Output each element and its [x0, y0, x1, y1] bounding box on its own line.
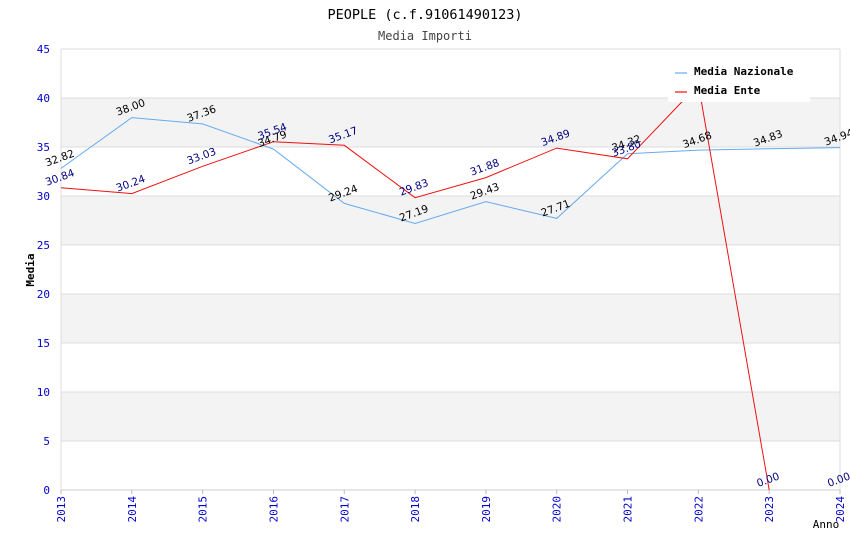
plot-band — [61, 98, 840, 147]
x-tick-label: 2021 — [622, 496, 635, 523]
y-tick-label: 30 — [37, 190, 50, 203]
x-tick-label: 2023 — [763, 496, 776, 523]
chart-subtitle: Media Importi — [378, 29, 472, 43]
x-axis-label: Anno — [813, 518, 840, 531]
x-tick-label: 2015 — [197, 496, 210, 523]
x-tick-labels: 2013 2014 2015 2016 2017 2018 2019 2020 2021 2022… — [55, 490, 847, 523]
y-tick-label: 25 — [37, 239, 50, 252]
series-lines — [60, 83, 841, 491]
y-tick-label: 45 — [37, 43, 50, 56]
legend-label-media-nazionale: Media Nazionale — [694, 65, 794, 78]
plot-bands — [61, 98, 840, 441]
legend-label-media-ente: Media Ente — [694, 84, 761, 97]
data-label: 30.84 — [44, 167, 77, 189]
data-label: 29.83 — [398, 177, 430, 199]
y-tick-label: 35 — [37, 141, 50, 154]
plot-band — [61, 392, 840, 441]
legend-box — [668, 58, 810, 102]
plot-band — [61, 294, 840, 343]
data-label: 31.88 — [469, 157, 501, 179]
data-label: 30.24 — [115, 173, 148, 195]
chart-title: PEOPLE (c.f.91061490123) — [327, 7, 522, 23]
x-tick-label: 2024 — [834, 496, 847, 523]
y-axis-label: Media — [24, 253, 37, 286]
data-label: 33.03 — [185, 146, 217, 168]
x-tick-label: 2019 — [480, 496, 493, 523]
series-line-media-ente — [60, 83, 770, 491]
plot-band — [61, 196, 840, 245]
x-tick-label: 2018 — [409, 496, 422, 523]
legend: Media Nazionale Media Ente — [668, 58, 810, 102]
x-tick-label: 2013 — [55, 496, 68, 523]
y-tick-label: 20 — [37, 288, 50, 301]
x-tick-label: 2020 — [551, 496, 564, 523]
grid-lines — [60, 48, 841, 491]
x-tick-label: 2017 — [338, 496, 351, 523]
x-tick-label: 2014 — [126, 496, 139, 523]
y-tick-labels: 0 5 10 15 20 25 30 35 40 45 — [37, 43, 50, 497]
y-tick-label: 10 — [37, 386, 50, 399]
data-label: 0.00 — [755, 471, 781, 490]
x-tick-label: 2022 — [692, 496, 705, 523]
y-tick-label: 15 — [37, 337, 50, 350]
x-tick-label: 2016 — [267, 496, 280, 523]
y-tick-label: 40 — [37, 92, 50, 105]
y-tick-label: 5 — [43, 435, 50, 448]
y-tick-label: 0 — [43, 484, 50, 497]
data-label: 0.00 — [826, 471, 850, 490]
